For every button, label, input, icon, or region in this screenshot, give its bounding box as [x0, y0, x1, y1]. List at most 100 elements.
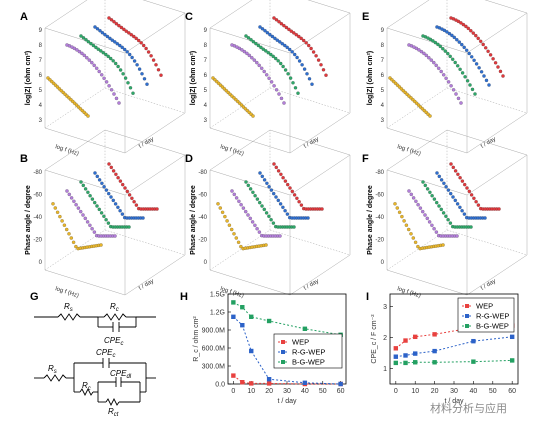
ytick-label: 8: [381, 43, 385, 49]
data-point: [432, 332, 437, 337]
data-point: [279, 96, 284, 101]
data-point: [102, 214, 106, 218]
data-point: [432, 226, 436, 231]
series-curve-3: [79, 180, 131, 229]
data-point: [119, 25, 124, 30]
data-point: [256, 43, 261, 48]
data-point: [484, 78, 489, 83]
data-point: [265, 31, 270, 35]
series-curve-3: [421, 180, 473, 229]
data-point: [146, 50, 151, 54]
series-curve-5: [449, 16, 505, 78]
data-point: [304, 41, 308, 45]
y-axis-title: R_c / ohm cm²: [193, 316, 200, 362]
circuit-1: [34, 313, 156, 332]
legend-marker: [281, 360, 285, 364]
data-point: [113, 61, 118, 66]
data-point: [216, 202, 220, 206]
data-point: [112, 92, 116, 96]
panel-i-chart: I 0 10 20 30 40 50 60 1 2 3 t / day CPE_c / F cm⁻² W…: [366, 291, 519, 405]
data-point: [435, 200, 439, 205]
data-point: [316, 58, 321, 62]
data-point: [269, 52, 273, 57]
data-point: [72, 46, 77, 51]
data-point: [101, 51, 106, 55]
data-point: [477, 66, 481, 70]
data-point: [109, 195, 113, 199]
legend-marker: [465, 314, 469, 318]
data-point: [460, 208, 464, 213]
data-point: [225, 219, 229, 223]
data-point: [97, 207, 102, 212]
data-point: [453, 198, 457, 203]
data-point: [83, 216, 88, 221]
data-point: [421, 209, 425, 214]
data-point: [276, 169, 281, 173]
data-point: [77, 49, 82, 54]
data-point: [488, 53, 493, 57]
data-point: [86, 190, 90, 194]
data-point: [449, 84, 453, 88]
data-point: [289, 29, 293, 33]
data-point: [274, 18, 279, 22]
legend-label: R-G-WEP: [292, 348, 325, 357]
x-tick-label: 0: [231, 388, 235, 395]
data-point: [53, 206, 58, 210]
data-point: [413, 360, 418, 365]
data-point: [275, 38, 279, 42]
ytick-label: -60: [198, 193, 207, 199]
data-point: [267, 214, 271, 218]
data-point: [81, 36, 86, 40]
data-point: [393, 346, 399, 351]
data-point: [115, 42, 120, 46]
data-point: [455, 202, 460, 206]
data-point: [418, 206, 423, 210]
data-point: [413, 240, 418, 244]
data-point: [425, 216, 429, 221]
data-point: [465, 48, 469, 53]
data-point: [484, 46, 488, 50]
resistor-rs-2: [43, 374, 67, 382]
data-point: [468, 83, 472, 87]
x-axis-title: t / day: [444, 398, 464, 405]
series-curve-3: [244, 34, 300, 95]
panel-label-f: F: [362, 153, 369, 165]
axis-box: [386, 0, 528, 154]
label-rs-1: Rs: [64, 302, 73, 313]
data-point: [127, 52, 132, 57]
data-point: [246, 36, 251, 40]
data-point: [239, 244, 243, 249]
data-point: [459, 101, 463, 105]
data-point: [300, 63, 304, 67]
data-point: [155, 207, 159, 211]
ytick-label: 7: [381, 58, 385, 64]
data-point: [456, 19, 461, 24]
data-point: [449, 162, 453, 166]
data-point: [429, 58, 433, 62]
panel-label-c: C: [185, 11, 193, 23]
legend-label: R-G-WEP: [476, 312, 509, 321]
data-point: [497, 207, 501, 211]
data-point: [267, 76, 271, 81]
series-curve-2: [65, 43, 121, 105]
data-point: [439, 69, 443, 74]
data-point: [125, 189, 130, 194]
data-point: [231, 314, 236, 319]
data-point: [443, 49, 447, 53]
data-point: [110, 38, 115, 42]
data-point: [132, 59, 137, 63]
data-point: [509, 358, 515, 363]
y-axis-title: log|Z| (ohm cm²): [25, 51, 32, 105]
circuit-2: [34, 358, 156, 407]
data-point: [416, 244, 420, 249]
series-curve-5: [107, 162, 159, 211]
axis-box: [44, 0, 186, 154]
series-curve-1: [393, 202, 445, 251]
data-point: [297, 59, 302, 63]
series-curve-2: [65, 189, 117, 238]
data-point: [123, 186, 127, 190]
data-point: [106, 221, 111, 225]
y-axis-title: Phase angle / degree: [367, 185, 374, 255]
x-tick-label: 20: [265, 388, 273, 395]
